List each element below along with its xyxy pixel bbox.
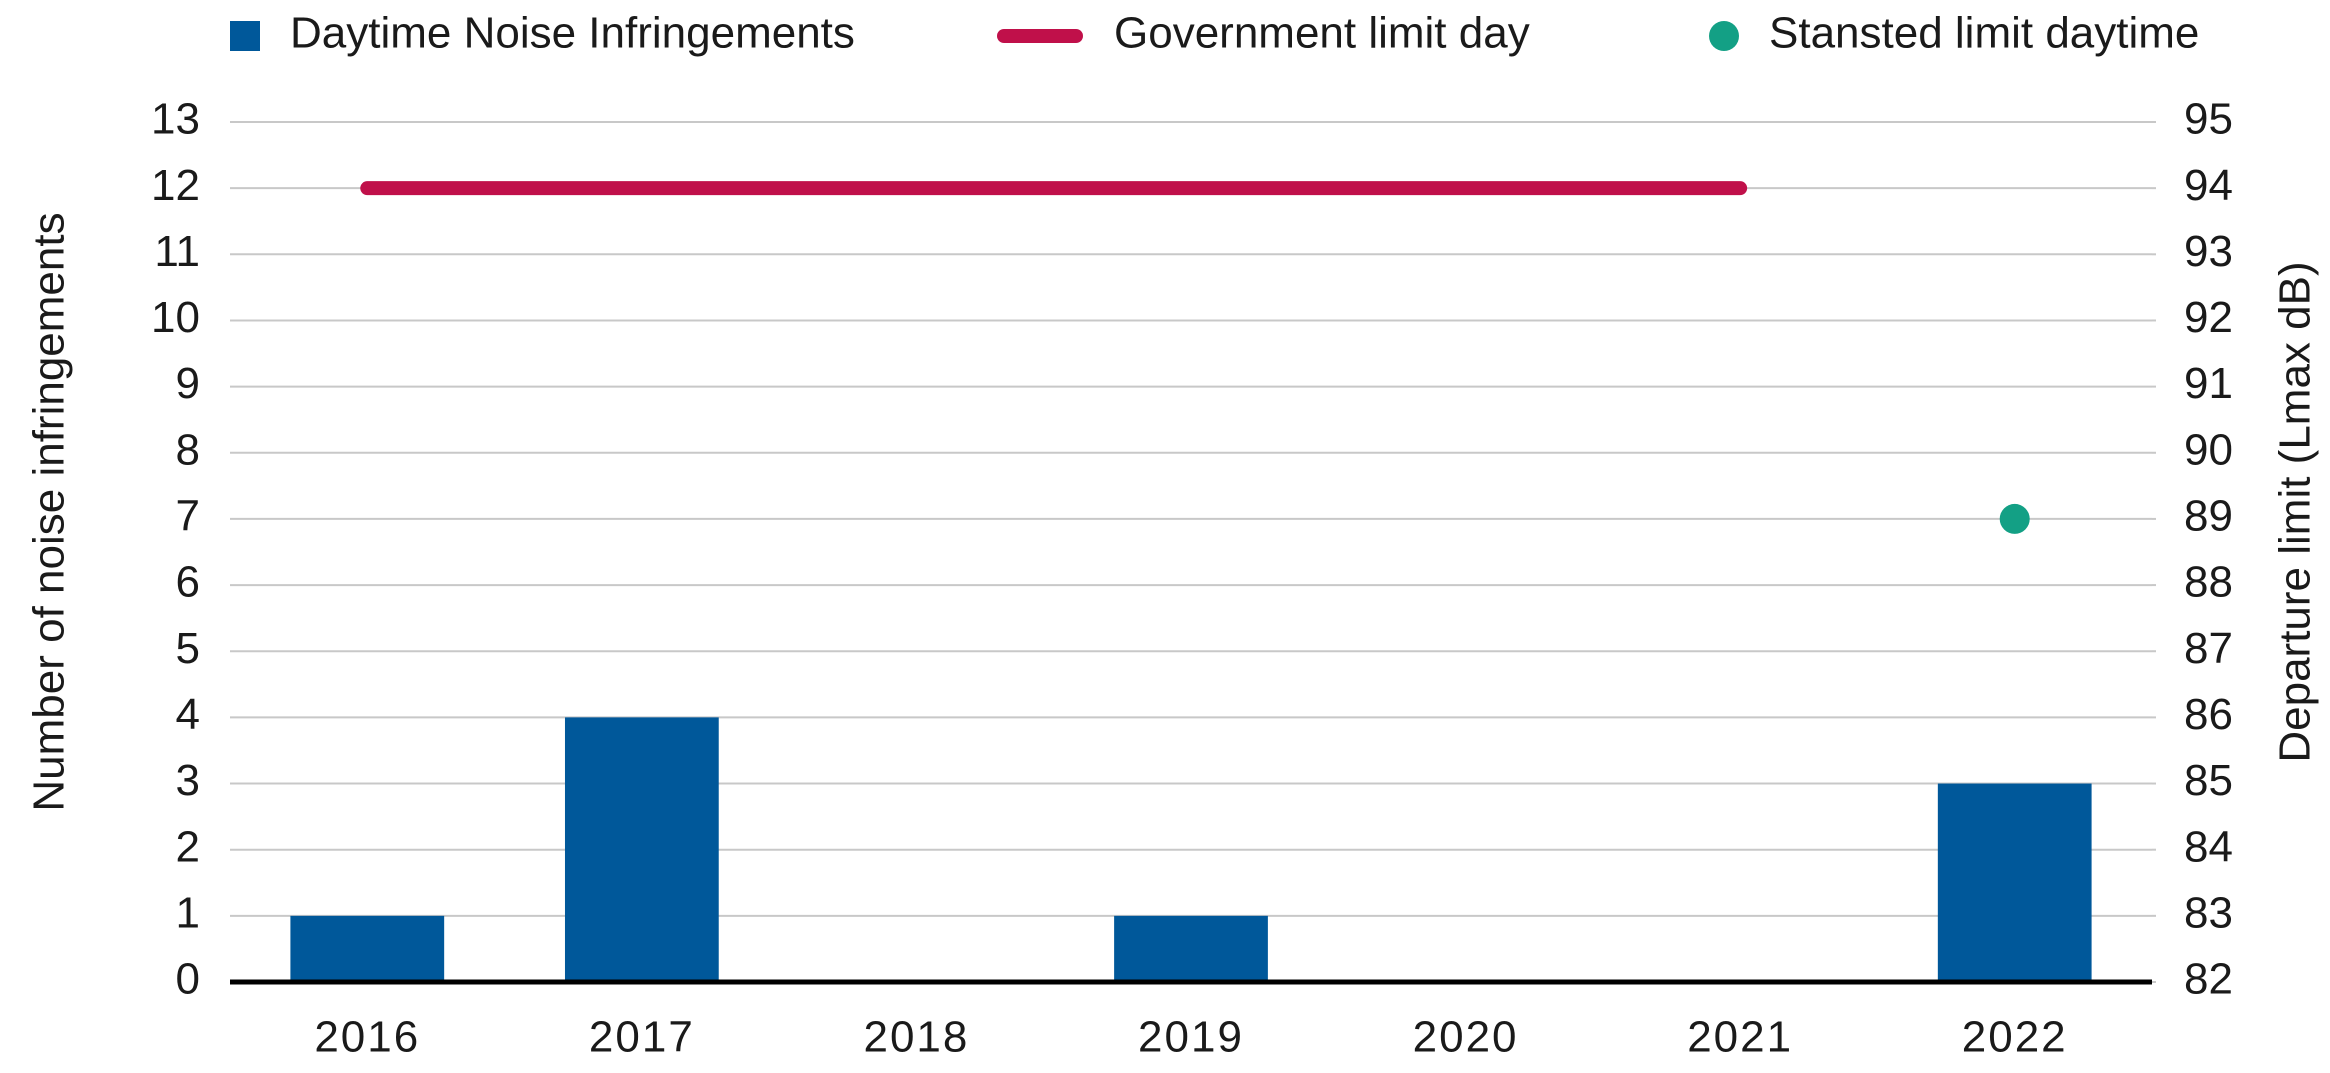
y2-tick-label: 85 bbox=[2184, 756, 2233, 805]
y-axis-title: Number of noise infringements bbox=[25, 212, 74, 811]
bar bbox=[564, 717, 719, 982]
bar bbox=[290, 915, 445, 982]
legend-label: Stansted limit daytime bbox=[1769, 9, 2199, 58]
bar bbox=[1937, 783, 2092, 982]
y2-tick-label: 87 bbox=[2184, 624, 2233, 673]
y-tick-label: 10 bbox=[151, 293, 200, 342]
y-tick-label: 5 bbox=[176, 624, 200, 673]
x-tick-label: 2022 bbox=[1962, 1013, 2068, 1062]
y2-tick-label: 91 bbox=[2184, 359, 2233, 408]
y-tick-label: 13 bbox=[151, 95, 200, 144]
y2-tick-label: 95 bbox=[2184, 95, 2233, 144]
y-tick-label: 12 bbox=[151, 161, 200, 210]
legend-swatch bbox=[1709, 21, 1739, 51]
y2-tick-label: 88 bbox=[2184, 558, 2233, 607]
y2-tick-label: 93 bbox=[2184, 227, 2233, 276]
legend-label: Government limit day bbox=[1114, 9, 1530, 58]
y2-tick-label: 84 bbox=[2184, 822, 2233, 871]
y-tick-label: 6 bbox=[176, 558, 200, 607]
y2-tick-label: 89 bbox=[2184, 492, 2233, 541]
y-tick-label: 4 bbox=[176, 690, 200, 739]
point bbox=[1999, 503, 2030, 534]
y2-tick-label: 83 bbox=[2184, 888, 2233, 937]
legend-label: Daytime Noise Infringements bbox=[290, 9, 855, 58]
x-tick-label: 2019 bbox=[1138, 1013, 1244, 1062]
x-tick-label: 2021 bbox=[1687, 1013, 1793, 1062]
y-tick-label: 0 bbox=[176, 955, 200, 1004]
x-tick-label: 2020 bbox=[1413, 1013, 1519, 1062]
y-tick-label: 3 bbox=[176, 756, 200, 805]
y-tick-label: 2 bbox=[176, 822, 200, 871]
y-tick-label: 11 bbox=[154, 227, 200, 276]
y2-tick-label: 86 bbox=[2184, 690, 2233, 739]
y-tick-label: 9 bbox=[176, 359, 200, 408]
x-tick-label: 2018 bbox=[863, 1013, 969, 1062]
y-tick-label: 1 bbox=[176, 888, 200, 937]
y2-tick-label: 90 bbox=[2184, 425, 2233, 474]
x-tick-label: 2017 bbox=[589, 1013, 695, 1062]
bar bbox=[1114, 915, 1268, 982]
y2-tick-label: 94 bbox=[2184, 161, 2233, 210]
x-tick-label: 2016 bbox=[314, 1013, 420, 1062]
y-tick-label: 8 bbox=[176, 425, 200, 474]
legend-swatch bbox=[230, 21, 260, 51]
y2-axis-title: Departure limit (Lmax dB) bbox=[2271, 261, 2320, 762]
y2-tick-label: 92 bbox=[2184, 293, 2233, 342]
y-tick-label: 7 bbox=[176, 492, 200, 541]
y2-tick-label: 82 bbox=[2184, 955, 2233, 1004]
